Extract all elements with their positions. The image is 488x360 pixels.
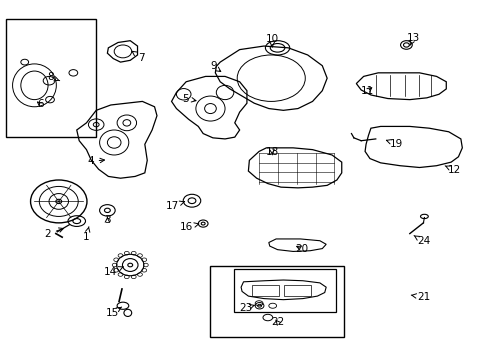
Text: 4: 4 [87, 157, 104, 166]
Text: 14: 14 [104, 267, 123, 277]
Text: 16: 16 [179, 222, 199, 232]
Text: 3: 3 [104, 215, 110, 225]
Bar [233, 269, 335, 312]
Text: 6: 6 [37, 99, 43, 109]
Text: 19: 19 [386, 139, 402, 149]
Ellipse shape [56, 199, 61, 203]
Text: 11: 11 [360, 86, 373, 96]
Text: 15: 15 [105, 307, 122, 318]
Text: 7: 7 [132, 51, 144, 63]
Bar [251, 285, 278, 296]
Text: 24: 24 [413, 235, 429, 247]
Text: 18: 18 [265, 147, 278, 157]
Text: 9: 9 [210, 62, 220, 72]
Ellipse shape [127, 263, 132, 267]
Text: 17: 17 [165, 201, 184, 211]
Text: 12: 12 [444, 165, 460, 175]
Text: 5: 5 [182, 94, 196, 104]
Text: 23: 23 [238, 303, 254, 313]
Text: 10: 10 [265, 34, 278, 47]
Bar [284, 285, 310, 296]
Ellipse shape [73, 219, 81, 224]
Text: 1: 1 [83, 227, 90, 242]
Text: 21: 21 [410, 292, 429, 302]
Text: 22: 22 [270, 317, 284, 327]
Text: 2: 2 [44, 228, 63, 239]
Text: 13: 13 [406, 33, 420, 46]
Text: 8: 8 [47, 72, 60, 82]
Text: 20: 20 [295, 244, 308, 253]
